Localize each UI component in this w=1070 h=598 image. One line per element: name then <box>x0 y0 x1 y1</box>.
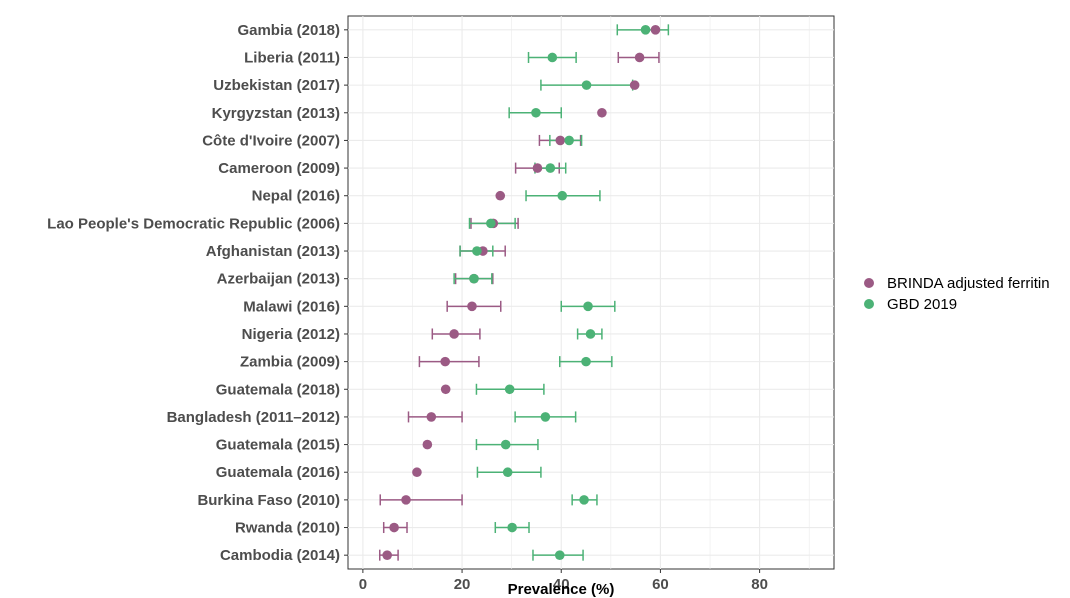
point-brinda <box>467 301 477 312</box>
x-axis-label: Prevalence (%) <box>508 581 615 598</box>
point-brinda <box>650 25 661 35</box>
point-brinda <box>389 522 399 533</box>
point-brinda <box>412 467 422 478</box>
y-tick-label: Bangladesh (2011–2012) <box>167 409 340 426</box>
point-gbd <box>583 301 593 312</box>
point-gbd <box>547 52 558 63</box>
legend-label: BRINDA adjusted ferritin <box>887 275 1050 292</box>
point-brinda <box>382 550 392 560</box>
x-tick-label: 20 <box>454 576 471 593</box>
point-gbd <box>500 439 511 450</box>
point-brinda <box>401 495 411 505</box>
point-gbd <box>579 495 589 505</box>
point-brinda <box>440 384 451 395</box>
legend-key-brinda <box>864 278 874 288</box>
point-gbd <box>531 107 541 118</box>
y-tick-label: Burkina Faso (2010) <box>197 492 340 509</box>
legend-key-gbd <box>864 299 874 309</box>
point-gbd <box>557 190 568 201</box>
point-brinda <box>532 163 543 173</box>
x-tick-labels: 0 20 40 60 80 <box>359 569 768 593</box>
point-gbd <box>564 135 574 146</box>
point-brinda <box>597 107 607 118</box>
point-gbd <box>502 467 513 478</box>
point-brinda <box>449 329 459 339</box>
point-gbd <box>504 384 515 395</box>
y-tick-label: Kyrgyzstan (2013) <box>212 105 340 122</box>
point-gbd <box>554 550 565 560</box>
y-tick-label: Guatemala (2016) <box>216 464 340 481</box>
y-tick-label: Nepal (2016) <box>252 188 340 205</box>
y-tick-label: Malawi (2016) <box>243 298 340 315</box>
point-gbd <box>545 163 556 173</box>
y-tick-label: Gambia (2018) <box>237 22 340 39</box>
points <box>382 25 661 560</box>
y-tick-labels: Gambia (2018) Liberia (2011) Uzbekistan (2… <box>47 22 348 564</box>
y-tick-label: Côte d'Ivoire (2007) <box>202 132 340 149</box>
y-tick-label: Guatemala (2018) <box>216 381 340 398</box>
point-brinda <box>555 135 566 146</box>
y-tick-label: Nigeria (2012) <box>242 326 340 343</box>
legend-label: GBD 2019 <box>887 296 957 313</box>
x-tick-label: 0 <box>359 576 367 593</box>
point-gbd <box>486 218 496 229</box>
y-tick-label: Liberia (2011) <box>244 49 340 66</box>
y-tick-label: Afghanistan (2013) <box>206 243 340 260</box>
point-brinda <box>440 356 451 367</box>
point-gbd <box>507 522 517 533</box>
y-tick-label: Azerbaijan (2013) <box>217 271 340 288</box>
plot-panel <box>347 15 835 570</box>
legend: BRINDA adjusted ferritin GBD 2019 <box>864 275 1050 313</box>
point-brinda <box>629 80 640 90</box>
point-gbd <box>585 329 596 339</box>
y-tick-label: Rwanda (2010) <box>235 520 340 537</box>
y-tick-label: Lao People's Democratic Republic (2006) <box>47 215 340 232</box>
point-gbd <box>469 273 479 284</box>
y-tick-label: Uzbekistan (2017) <box>213 77 340 94</box>
point-brinda <box>422 439 433 450</box>
point-gbd <box>581 80 592 90</box>
error-bar-brinda <box>379 494 463 506</box>
y-tick-label: Cambodia (2014) <box>220 547 340 564</box>
x-tick-label: 40 <box>553 576 570 593</box>
point-brinda <box>426 412 437 422</box>
point-brinda <box>495 190 506 201</box>
point-gbd <box>640 25 651 35</box>
point-gbd <box>581 356 591 367</box>
point-brinda <box>634 52 645 63</box>
x-tick-label: 80 <box>751 576 768 593</box>
x-tick-label: 60 <box>652 576 669 593</box>
point-gbd <box>472 246 482 256</box>
y-tick-label: Zambia (2009) <box>240 354 340 371</box>
point-gbd <box>540 412 551 422</box>
y-tick-label: Cameroon (2009) <box>218 160 340 177</box>
y-tick-label: Guatemala (2015) <box>216 437 340 454</box>
